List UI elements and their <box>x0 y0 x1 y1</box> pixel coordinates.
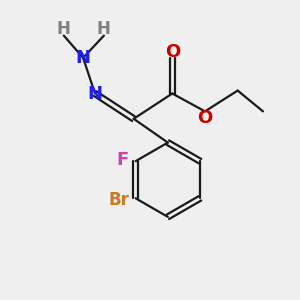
Text: Br: Br <box>109 191 130 209</box>
Text: H: H <box>97 20 111 38</box>
Text: O: O <box>197 109 213 127</box>
Text: N: N <box>87 85 102 103</box>
Text: F: F <box>116 151 128 169</box>
Text: H: H <box>57 20 71 38</box>
Text: N: N <box>76 49 91 67</box>
Text: O: O <box>165 43 180 61</box>
